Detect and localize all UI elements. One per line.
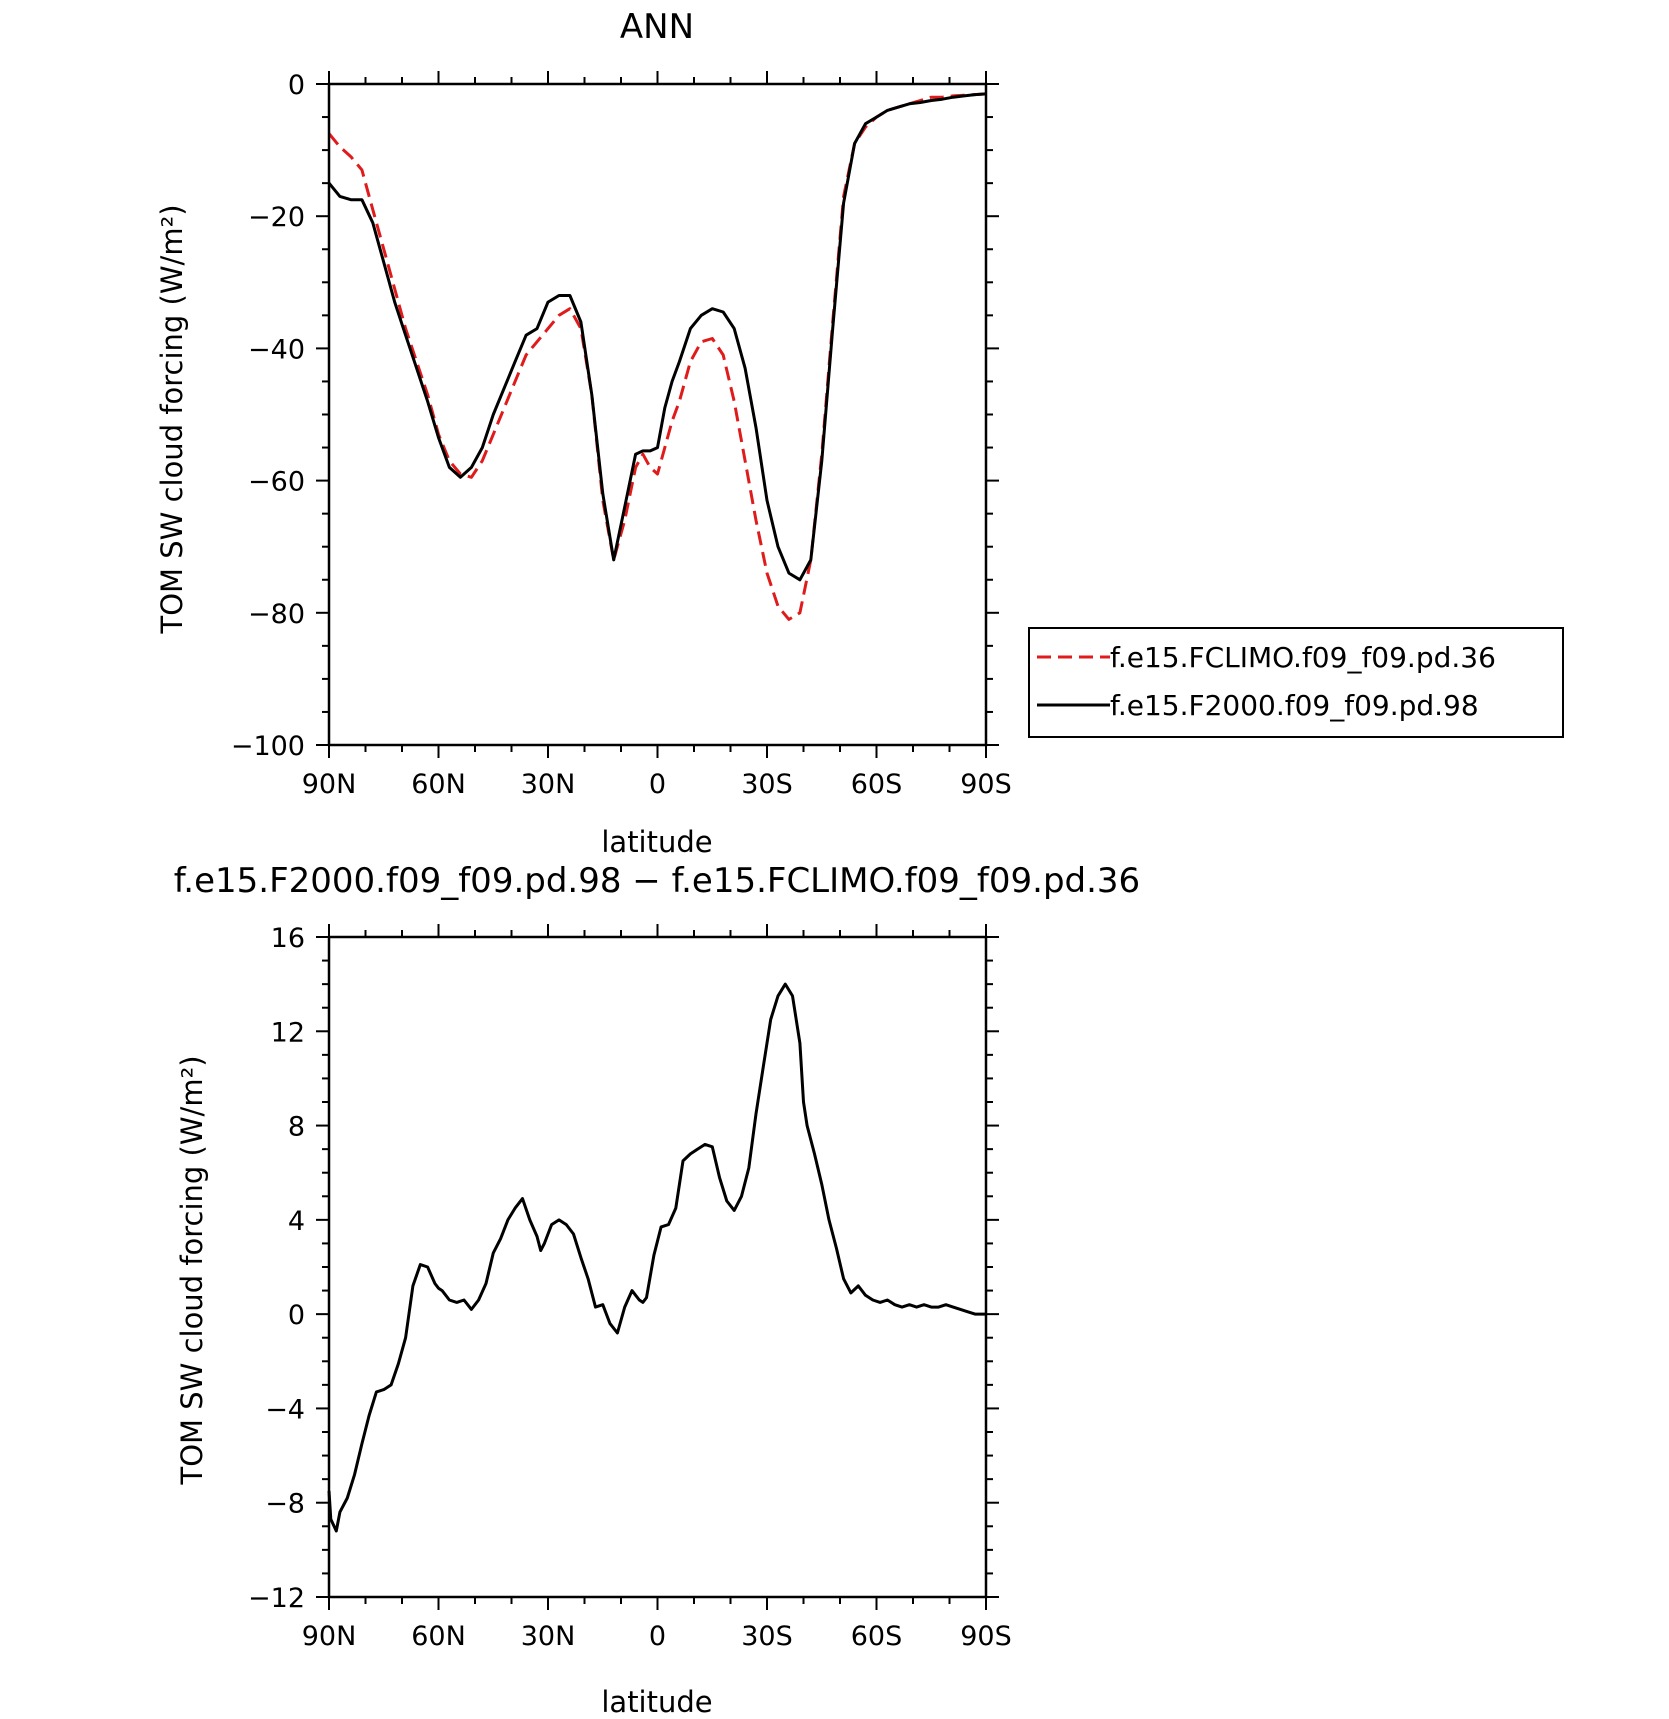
y-tick-label: −20 — [248, 202, 305, 233]
bottom-panel: f.e15.F2000.f09_f09.pd.98 − f.e15.FCLIMO… — [174, 861, 1140, 1719]
x-tick-label: 0 — [649, 769, 666, 800]
top-panel: ANN 90N 60N 30N 0 30S 60S 90S 0 −20 −40 −60 −80 −100… — [155, 7, 1564, 859]
plot-frame — [327, 82, 988, 747]
series-line-1-0 — [327, 982, 986, 1533]
y-tick-label: −60 — [248, 467, 305, 498]
x-tick-label: 0 — [649, 1621, 666, 1652]
y-tick-label: 8 — [288, 1112, 305, 1143]
x-tick-label: 30N — [521, 769, 576, 800]
legend-label-f2000: f.e15.F2000.f09_f09.pd.98 — [1110, 689, 1479, 722]
top-chart-title: ANN — [620, 7, 694, 47]
y-tick-label: −40 — [248, 334, 305, 365]
x-tick-label: 90N — [302, 1621, 357, 1652]
legend-label-fclimo: f.e15.FCLIMO.f09_f09.pd.36 — [1110, 641, 1496, 674]
y-tick-label: 4 — [288, 1206, 305, 1237]
x-tick-label: 30S — [741, 769, 793, 800]
series-line-0-1 — [327, 92, 987, 582]
y-tick-label: 12 — [271, 1017, 305, 1048]
legend-box — [1028, 627, 1564, 738]
top-plot-area: 90N 60N 30N 0 30S 60S 90S 0 −20 −40 −60 −80 −100 — [231, 70, 1012, 800]
bottom-x-axis-label: latitude — [601, 1685, 712, 1719]
bottom-y-axis-label: TOM SW cloud forcing (W/m²) — [175, 1055, 209, 1485]
top-x-axis-label: latitude — [601, 825, 712, 859]
x-tick-label: 90N — [302, 769, 357, 800]
legend: f.e15.FCLIMO.f09_f09.pd.36 f.e15.F2000.f… — [1028, 627, 1564, 738]
y-tick-label: −100 — [231, 731, 305, 762]
x-tick-label: 30S — [741, 1621, 793, 1652]
bottom-chart-title: f.e15.F2000.f09_f09.pd.98 − f.e15.FCLIMO… — [174, 861, 1140, 901]
top-y-axis-label: TOM SW cloud forcing (W/m²) — [155, 204, 189, 634]
y-tick-label: 0 — [288, 1300, 305, 1331]
y-tick-label: −80 — [248, 599, 305, 630]
x-tick-label: 90S — [960, 1621, 1012, 1652]
y-tick-label: 16 — [271, 923, 305, 954]
y-tick-label: −4 — [265, 1394, 305, 1425]
x-tick-label: 60S — [851, 769, 903, 800]
x-tick-label: 30N — [521, 1621, 576, 1652]
y-tick-label: 0 — [288, 70, 305, 101]
series-line-0-0 — [327, 92, 987, 621]
x-tick-label: 60N — [411, 1621, 466, 1652]
bottom-plot-area: 90N 60N 30N 0 30S 60S 90S 16 12 8 4 0 −4 −8 −12 — [248, 923, 1012, 1652]
x-tick-label: 90S — [960, 769, 1012, 800]
x-tick-label: 60S — [851, 1621, 903, 1652]
x-tick-label: 60N — [411, 769, 466, 800]
y-tick-label: −12 — [248, 1583, 305, 1614]
y-tick-label: −8 — [265, 1489, 305, 1520]
